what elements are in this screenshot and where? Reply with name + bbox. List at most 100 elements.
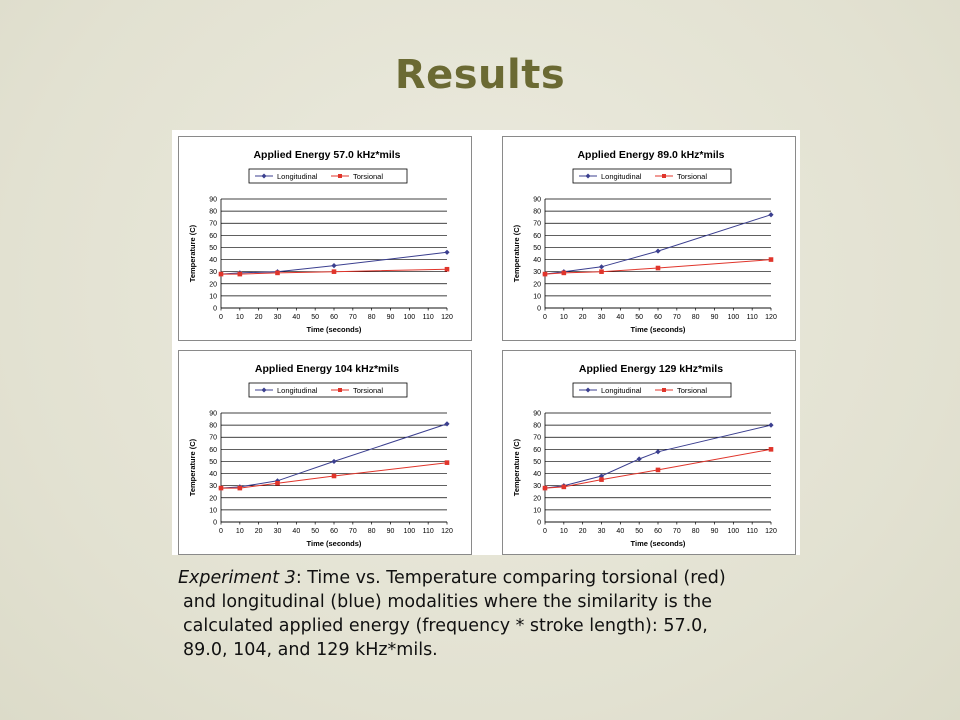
x-axis-label: Time (seconds) [307, 539, 362, 548]
data-point-torsional [218, 485, 224, 491]
y-tick-label: 50 [209, 245, 217, 252]
x-tick-label: 50 [311, 528, 319, 535]
data-point-longitudinal [274, 478, 281, 484]
x-tick-label: 110 [747, 314, 758, 321]
chart-129: Applied Energy 129 kHz*mils Longitudinal T… [512, 363, 777, 548]
y-tick-label: 80 [209, 209, 217, 216]
y-tick-label: 70 [533, 435, 541, 442]
x-tick-label: 110 [747, 528, 758, 535]
y-tick-label: 90 [209, 197, 217, 204]
data-point-longitudinal [636, 456, 642, 462]
slide-title: Results [394, 52, 566, 98]
y-axis-label: Temperature (C) [188, 438, 197, 496]
y-tick-label: 20 [209, 495, 217, 502]
series-line-longitudinal [544, 424, 772, 489]
x-tick-label: 120 [765, 314, 777, 321]
x-tick-label: 0 [219, 528, 223, 535]
chart-title: Applied Energy 104 kHz*mils [255, 363, 399, 375]
x-tick-label: 0 [543, 528, 547, 535]
x-tick-label: 100 [727, 528, 739, 535]
data-point-torsional [561, 484, 567, 490]
legend-label-longitudinal: Longitudinal [601, 172, 642, 181]
y-axis-label: Temperature (C) [188, 224, 197, 282]
legend-label-torsional: Torsional [353, 386, 383, 395]
data-point-torsional [599, 477, 604, 482]
legend-label-longitudinal: Longitudinal [601, 386, 642, 395]
legend-marker-torsional [338, 388, 342, 392]
data-point-longitudinal [444, 421, 450, 427]
y-tick-label: 60 [209, 233, 217, 240]
data-point-longitudinal [655, 449, 661, 455]
legend-label-longitudinal: Longitudinal [277, 386, 318, 395]
data-point-torsional [275, 270, 280, 276]
x-tick-label: 120 [765, 528, 777, 535]
x-tick-label: 110 [423, 528, 434, 535]
data-point-longitudinal [331, 458, 337, 465]
legend-marker-longitudinal [261, 173, 267, 179]
data-point-longitudinal [331, 263, 337, 269]
x-tick-label: 10 [236, 314, 244, 321]
y-tick-label: 80 [209, 423, 217, 430]
caption-line-4: 89.0, 104, and 129 kHz*mils. [183, 640, 438, 660]
data-point-torsional [768, 257, 774, 262]
y-tick-label: 30 [209, 269, 217, 276]
chart-title: Applied Energy 57.0 kHz*mils [253, 149, 400, 161]
x-tick-label: 120 [441, 314, 453, 321]
data-point-torsional [331, 473, 337, 479]
y-tick-label: 30 [533, 483, 541, 490]
series-line-longitudinal [544, 214, 772, 275]
figure: Applied Energy 57.0 kHz*mils Longitudinal… [172, 130, 800, 555]
x-tick-label: 70 [349, 528, 357, 535]
x-tick-label: 10 [236, 528, 244, 535]
x-tick-label: 100 [403, 314, 415, 321]
chart-title: Applied Energy 89.0 kHz*mils [577, 149, 724, 161]
x-tick-label: 0 [219, 314, 223, 321]
x-tick-label: 110 [423, 314, 434, 321]
x-axis-label: Time (seconds) [307, 325, 362, 334]
caption-line-2: and longitudinal (blue) modalities where… [183, 592, 712, 612]
y-tick-label: 40 [209, 257, 217, 264]
data-point-torsional [768, 447, 774, 452]
x-tick-label: 100 [727, 314, 739, 321]
y-tick-label: 80 [533, 209, 541, 216]
y-tick-label: 10 [533, 507, 541, 514]
y-tick-label: 10 [209, 507, 217, 514]
y-tick-label: 40 [209, 471, 217, 478]
x-tick-label: 20 [579, 314, 587, 321]
x-tick-label: 20 [255, 528, 263, 535]
x-tick-label: 40 [292, 314, 300, 321]
y-axis-label: Temperature (C) [512, 224, 521, 282]
caption-experiment: Experiment 3 [178, 568, 296, 588]
x-tick-label: 80 [368, 314, 376, 321]
data-point-longitudinal [768, 212, 774, 218]
y-tick-label: 70 [533, 221, 541, 228]
y-tick-label: 80 [533, 423, 541, 430]
data-point-torsional [542, 271, 548, 277]
series-line-longitudinal [220, 423, 448, 489]
chart-panel-2: Applied Energy 89.0 kHz*mils Longitudinal… [502, 136, 796, 341]
x-tick-label: 10 [560, 528, 568, 535]
chart-panel-1: Applied Energy 57.0 kHz*mils Longitudinal… [178, 136, 472, 341]
y-tick-label: 70 [209, 435, 217, 442]
data-point-torsional [444, 266, 450, 272]
y-tick-label: 0 [537, 306, 541, 313]
x-tick-label: 120 [441, 528, 453, 535]
y-tick-label: 50 [209, 459, 217, 466]
x-tick-label: 30 [598, 314, 606, 321]
chart-panel-3: Applied Energy 104 kHz*mils Longitudinal T… [178, 350, 472, 555]
x-tick-label: 90 [387, 528, 395, 535]
x-tick-label: 0 [543, 314, 547, 321]
y-tick-label: 20 [209, 281, 217, 288]
x-tick-label: 50 [311, 314, 319, 321]
y-tick-label: 10 [533, 293, 541, 300]
y-tick-label: 60 [533, 447, 541, 454]
data-point-longitudinal [598, 473, 605, 479]
x-tick-label: 80 [692, 528, 700, 535]
data-point-torsional [655, 265, 661, 271]
data-point-torsional [275, 480, 280, 486]
legend-marker-longitudinal [585, 387, 591, 393]
y-tick-label: 30 [209, 483, 217, 490]
x-tick-label: 80 [368, 528, 376, 535]
x-tick-label: 70 [349, 314, 357, 321]
x-tick-label: 40 [616, 314, 624, 321]
